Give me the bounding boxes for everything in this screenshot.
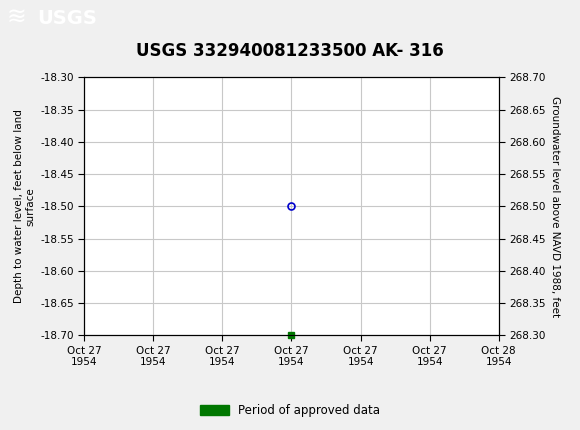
Text: ≋: ≋ [7, 6, 27, 30]
Legend: Period of approved data: Period of approved data [195, 399, 385, 422]
Text: USGS 332940081233500 AK- 316: USGS 332940081233500 AK- 316 [136, 42, 444, 60]
Text: USGS: USGS [38, 9, 97, 28]
Y-axis label: Groundwater level above NAVD 1988, feet: Groundwater level above NAVD 1988, feet [550, 96, 560, 317]
Y-axis label: Depth to water level, feet below land
surface: Depth to water level, feet below land su… [14, 110, 36, 303]
